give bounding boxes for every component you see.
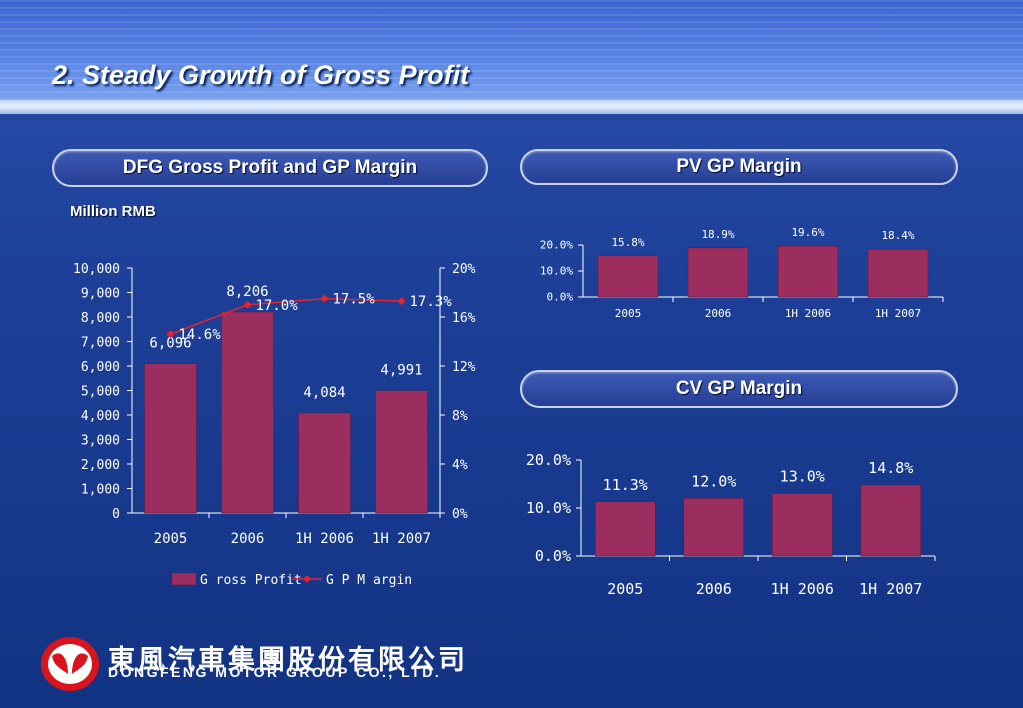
pv-data-label: 19.6%: [791, 226, 824, 239]
company-name-cn: 東風汽車集團股份有限公司: [108, 645, 468, 676]
legend-gp-margin-marker: [303, 575, 311, 583]
cv-bar: [860, 484, 921, 557]
main-y-tick-label: 9,000: [81, 287, 120, 302]
main-x-tick-label: 1H 2006: [295, 531, 354, 547]
pv-y-tick-label: 10.0%: [540, 265, 573, 278]
gross-profit-data-label: 8,206: [226, 284, 268, 300]
pv-data-label: 18.4%: [881, 229, 914, 242]
pv-chart-title: PV GP Margin: [520, 149, 958, 185]
main-y-tick-label: 10,000: [73, 262, 120, 277]
gross-profit-data-label: 4,084: [303, 385, 345, 401]
cv-data-label: 14.8%: [868, 459, 913, 477]
main-y2-tick-label: 16%: [452, 311, 476, 326]
cv-x-tick-label: 1H 2007: [859, 580, 922, 598]
main-y-tick-label: 5,000: [81, 385, 120, 400]
company-name-en: DONGFENG MOTOR GROUP CO., LTD.: [108, 664, 442, 680]
pv-y-tick-label: 20.0%: [540, 239, 573, 252]
main-y2-tick-label: 20%: [452, 262, 476, 277]
main-y-tick-label: 4,000: [81, 409, 120, 424]
main-y2-tick-label: 8%: [452, 409, 468, 424]
legend-gross-profit-label: G ross Profit: [200, 573, 302, 588]
gross-profit-bar: [298, 412, 351, 514]
gross-profit-data-label: 6,096: [149, 336, 191, 352]
main-y2-tick-label: 0%: [452, 507, 468, 522]
main-y2-tick-label: 12%: [452, 360, 476, 375]
page-title: 2. Steady Growth of Gross Profit: [52, 60, 470, 90]
unit-label: Million RMB: [70, 203, 156, 220]
pv-y-tick-label: 0.0%: [547, 291, 574, 304]
gp-margin-line: [170, 297, 402, 335]
cv-data-label: 13.0%: [780, 468, 825, 486]
legend-gross-profit-swatch: [171, 572, 197, 586]
gross-profit-bar: [221, 311, 274, 514]
cv-data-label: 12.0%: [691, 472, 736, 490]
gross-profit-bar: [144, 363, 197, 514]
pv-bar: [867, 248, 929, 298]
gross-profit-data-label: 4,991: [380, 363, 422, 379]
pv-data-label: 18.9%: [701, 228, 734, 241]
gp-margin-data-label: 17.5%: [333, 292, 376, 308]
gross-profit-bar: [375, 390, 428, 514]
main-chart-title: DFG Gross Profit and GP Margin: [52, 149, 488, 187]
main-x-tick-label: 1H 2007: [372, 531, 431, 547]
cv-chart-title: CV GP Margin: [520, 370, 958, 408]
gp-margin-marker: [397, 297, 406, 306]
cv-bar: [683, 498, 744, 557]
pv-bar: [777, 245, 839, 298]
cv-y-tick-label: 0.0%: [535, 547, 571, 565]
cv-x-tick-label: 2006: [696, 580, 732, 598]
cv-data-label: 11.3%: [603, 476, 648, 494]
main-y-tick-label: 0: [112, 507, 120, 522]
main-x-tick-label: 2005: [154, 531, 188, 547]
gp-margin-marker: [243, 300, 252, 309]
pv-x-tick-label: 2006: [705, 307, 732, 320]
cv-bar: [595, 501, 656, 557]
main-y-tick-label: 7,000: [81, 336, 120, 351]
cv-x-tick-label: 1H 2006: [771, 580, 834, 598]
main-y-tick-label: 6,000: [81, 360, 120, 375]
main-y-tick-label: 3,000: [81, 434, 120, 449]
main-y-tick-label: 2,000: [81, 458, 120, 473]
main-y-tick-label: 8,000: [81, 311, 120, 326]
dongfeng-logo-icon: [41, 637, 99, 691]
legend-gp-margin-label: G P M argin: [326, 573, 412, 588]
pv-x-tick-label: 1H 2006: [785, 307, 831, 320]
header-background: [0, 0, 1023, 100]
gp-margin-data-label: 14.6%: [179, 327, 222, 343]
pv-data-label: 15.8%: [611, 236, 644, 249]
pv-x-tick-label: 1H 2007: [875, 307, 921, 320]
gp-margin-marker: [166, 330, 175, 339]
main-y-tick-label: 1,000: [81, 483, 120, 498]
gp-margin-data-label: 17.3%: [410, 294, 453, 310]
cv-x-tick-label: 2005: [607, 580, 643, 598]
gp-margin-marker: [320, 294, 329, 303]
main-x-tick-label: 2006: [231, 531, 265, 547]
header-divider: [0, 100, 1023, 114]
pv-bar: [597, 255, 659, 298]
gp-margin-data-label: 17.0%: [256, 298, 299, 314]
cv-bar: [772, 493, 833, 557]
cv-y-tick-label: 10.0%: [526, 499, 571, 517]
cv-y-tick-label: 20.0%: [526, 451, 571, 469]
pv-bar: [687, 247, 749, 298]
main-y2-tick-label: 4%: [452, 458, 468, 473]
pv-x-tick-label: 2005: [615, 307, 642, 320]
